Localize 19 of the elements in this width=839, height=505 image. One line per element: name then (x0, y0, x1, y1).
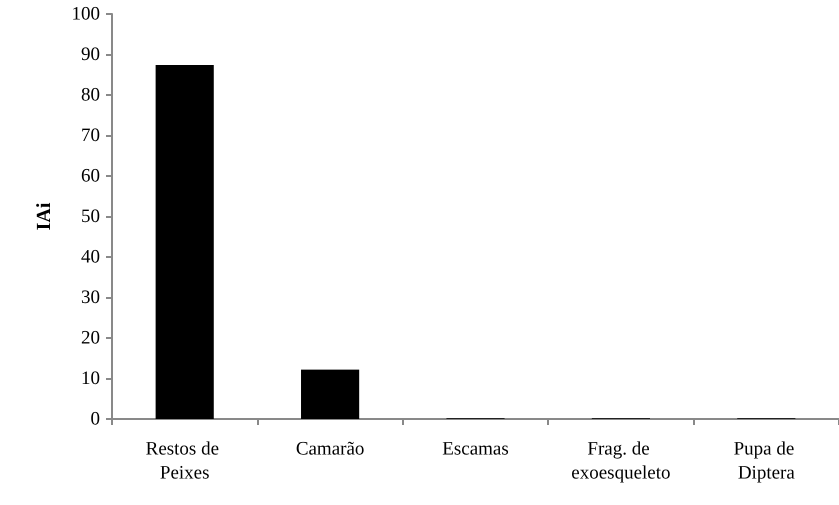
x-tick-label: Frag. de exoesqueleto (571, 438, 670, 484)
y-tick-label: 70 (81, 125, 100, 146)
y-tick-label: 90 (81, 44, 100, 65)
y-tick-label: 100 (72, 4, 100, 24)
x-tick-label: Escamas (442, 438, 509, 460)
x-tick-label: Restos de Peixes (146, 438, 224, 484)
bar (301, 370, 360, 419)
y-tick-label: 30 (81, 287, 100, 308)
y-tick-label: 10 (81, 368, 100, 389)
x-tick-label: Pupa de Diptera (734, 438, 800, 484)
y-tick-label: 80 (81, 84, 100, 106)
y-tick-label: 40 (81, 246, 100, 268)
bar (156, 65, 214, 419)
y-tick-label: 0 (90, 408, 100, 430)
y-tick-label: 20 (81, 328, 100, 348)
x-tick-label: Camarão (296, 438, 364, 460)
y-tick-label: 60 (81, 166, 100, 186)
y-tick-label: 50 (81, 206, 100, 227)
y-axis-title: IAi (33, 202, 55, 230)
